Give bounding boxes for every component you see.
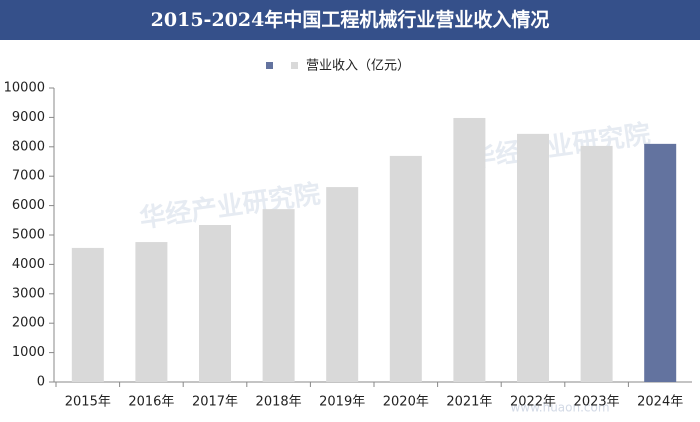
x-tick-label: 2019年	[319, 395, 365, 410]
legend-swatch	[266, 62, 273, 69]
bar	[644, 143, 677, 382]
y-tick-label: 1000	[12, 345, 45, 360]
y-tick-label: 3000	[12, 286, 45, 301]
y-tick-label: 0	[37, 375, 45, 390]
y-tick-label: 9000	[12, 110, 45, 125]
x-tick-label: 2015年	[65, 395, 111, 410]
x-tick-label: 2018年	[256, 395, 302, 410]
y-tick-label: 6000	[12, 198, 45, 213]
bar	[71, 247, 104, 382]
bar	[517, 133, 549, 382]
legend-label: 营业收入（亿元）	[306, 59, 410, 74]
legend-swatch	[291, 62, 298, 69]
y-tick-label: 8000	[12, 139, 45, 154]
bar	[135, 242, 168, 382]
bar	[262, 209, 295, 382]
x-tick-label: 2023年	[574, 395, 620, 410]
bar	[389, 155, 422, 382]
x-tick-label: 2024年	[637, 395, 683, 410]
y-tick-label: 4000	[12, 257, 45, 272]
bar	[453, 117, 486, 382]
x-tick-label: 2016年	[128, 395, 174, 410]
x-tick-label: 2017年	[192, 395, 238, 410]
title-bar	[0, 0, 700, 40]
y-tick-label: 7000	[12, 169, 45, 184]
source: www.huaon.com	[510, 401, 609, 415]
y-tick-label: 2000	[12, 316, 45, 331]
x-tick-label: 2022年	[510, 395, 556, 410]
y-tick-label: 10000	[4, 81, 45, 96]
bar	[199, 225, 231, 382]
watermark: 华经产业研究院	[468, 118, 653, 174]
y-tick-label: 5000	[12, 228, 45, 243]
x-tick-label: 2020年	[383, 395, 429, 410]
chart-title: 2015-2024年中国工程机械行业营业收入情况	[151, 8, 550, 31]
bar	[326, 187, 359, 382]
x-tick-label: 2021年	[446, 395, 492, 410]
bar	[580, 145, 613, 382]
